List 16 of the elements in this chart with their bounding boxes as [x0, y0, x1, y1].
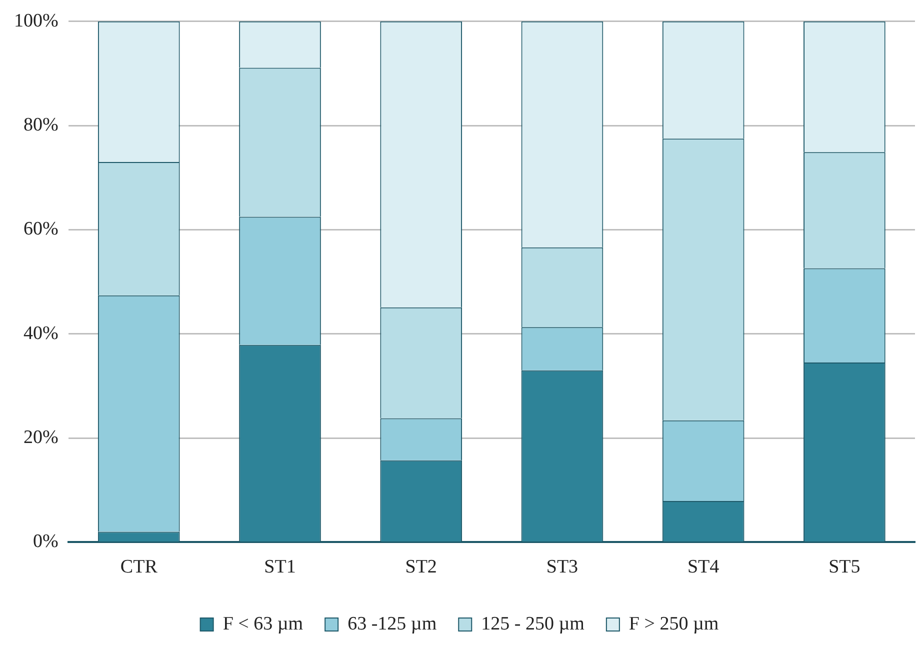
x-tick-label: ST4 — [687, 556, 720, 578]
legend-label: 125 - 250 µm — [481, 613, 585, 634]
y-tick-label: 20% — [24, 427, 58, 448]
x-tick-label: ST5 — [828, 556, 860, 578]
legend-label: 63 -125 µm — [348, 613, 437, 634]
x-tick-label: ST2 — [405, 556, 437, 578]
x-tick-label: ST1 — [264, 556, 296, 578]
y-tick-label: 40% — [24, 322, 58, 344]
y-tick-label: 100% — [14, 10, 58, 32]
legend-label: F > 250 µm — [628, 613, 719, 634]
x-tick-label: CTR — [120, 556, 158, 578]
y-tick-label: 0% — [33, 531, 58, 552]
y-tick-label: 60% — [24, 218, 58, 240]
x-tick-label: ST3 — [546, 556, 578, 578]
y-tick-label: 80% — [24, 114, 58, 136]
legend-label: F < 63 µm — [222, 613, 304, 634]
